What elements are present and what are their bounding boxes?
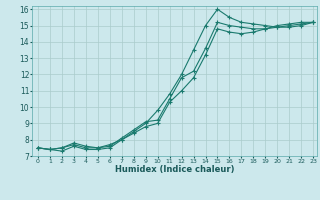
X-axis label: Humidex (Indice chaleur): Humidex (Indice chaleur) [115,165,234,174]
